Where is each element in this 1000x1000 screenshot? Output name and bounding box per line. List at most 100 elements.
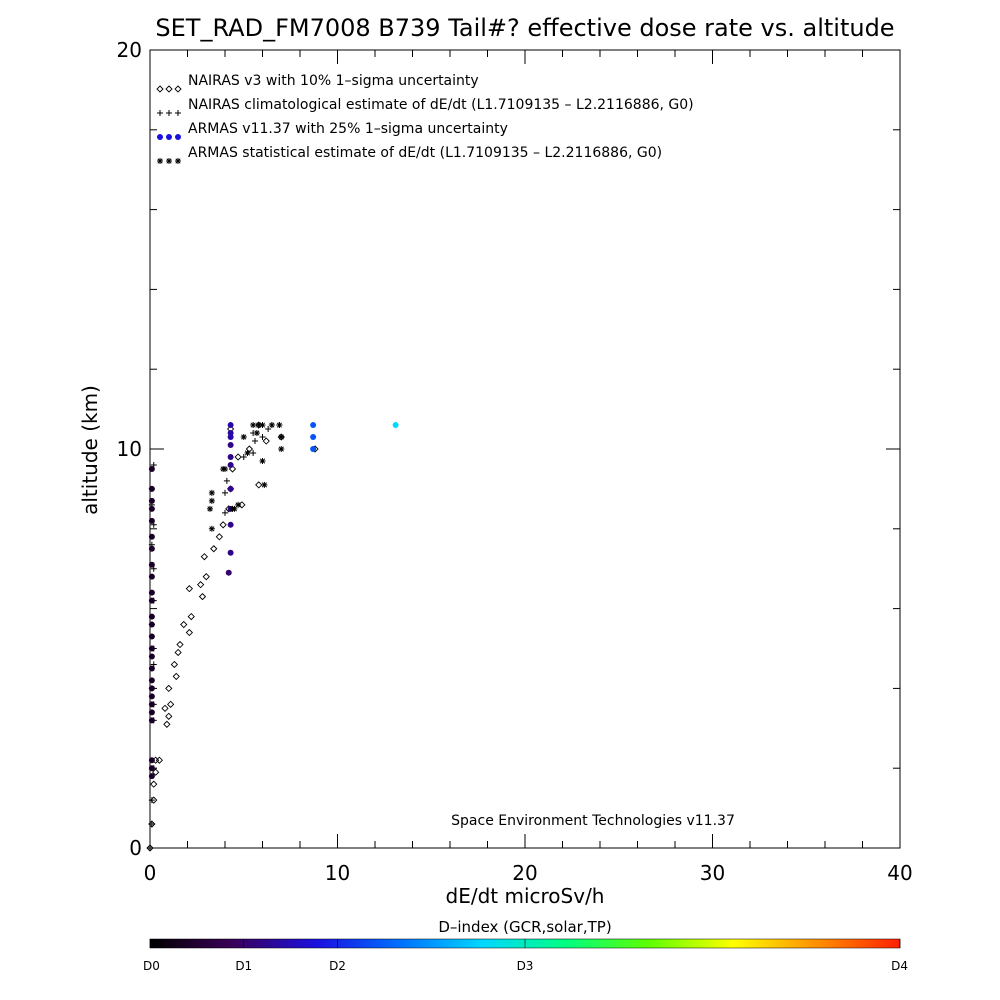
data-point-asterisk bbox=[261, 481, 268, 488]
data-point-circle bbox=[227, 453, 234, 460]
data-point-diamond bbox=[202, 573, 210, 581]
data-point-circle bbox=[225, 569, 232, 576]
data-point-diamond bbox=[245, 445, 254, 453]
legend-label: NAIRAS v3 with 10% 1–sigma uncertainty bbox=[188, 73, 479, 89]
data-point-circle bbox=[148, 533, 155, 540]
data-point-circle bbox=[148, 765, 155, 772]
data-point-circle bbox=[148, 665, 155, 672]
data-point-asterisk bbox=[253, 430, 260, 437]
legend-marker-diamond bbox=[156, 85, 164, 93]
legend-entry: NAIRAS climatological estimate of dE/dt … bbox=[157, 97, 694, 116]
data-point-circle bbox=[227, 485, 234, 492]
data-point-circle bbox=[227, 442, 234, 449]
data-point-asterisk bbox=[208, 525, 215, 532]
legend-entry: ARMAS statistical estimate of dE/dt (L1.… bbox=[157, 145, 662, 164]
legend-marker-circle bbox=[157, 134, 163, 140]
data-point-circle bbox=[227, 430, 234, 437]
data-point-plus bbox=[240, 453, 247, 460]
x-axis-title: dE/dt microSv/h bbox=[446, 884, 605, 908]
colorbar-label: D0 bbox=[143, 959, 160, 973]
plot-frame bbox=[149, 49, 901, 849]
data-point-asterisk bbox=[278, 434, 285, 441]
data-point-diamond bbox=[215, 533, 224, 541]
legend-label: ARMAS v11.37 with 25% 1–sigma uncertaint… bbox=[188, 121, 508, 137]
data-point-circle bbox=[148, 573, 155, 580]
legend-entry: ARMAS v11.37 with 25% 1–sigma uncertaint… bbox=[157, 121, 508, 140]
data-point-plus bbox=[148, 797, 155, 804]
x-tick-label: 40 bbox=[887, 861, 912, 885]
credit-text: Space Environment Technologies v11.37 bbox=[451, 813, 735, 829]
data-point-diamond bbox=[219, 521, 227, 529]
legend-marker-diamond bbox=[174, 85, 182, 93]
data-point-circle bbox=[148, 589, 155, 596]
data-point-diamond bbox=[174, 648, 182, 657]
data-point-diamond bbox=[185, 628, 194, 637]
data-point-asterisk bbox=[208, 489, 215, 496]
data-point-plus bbox=[252, 438, 258, 445]
data-point-circle bbox=[392, 422, 399, 429]
legend-marker-circle bbox=[175, 134, 181, 140]
y-tick-label: 20 bbox=[117, 38, 142, 62]
colorbar-label: D1 bbox=[235, 959, 252, 973]
data-point-circle bbox=[148, 505, 155, 512]
data-point-diamond bbox=[262, 437, 270, 445]
y-tick-labels: 0 10 20 bbox=[117, 38, 142, 860]
colorbar-label: D3 bbox=[517, 959, 534, 973]
data-point-asterisk bbox=[259, 457, 266, 464]
data-point-diamond bbox=[163, 720, 171, 728]
data-point-circle bbox=[148, 517, 155, 524]
data-point-asterisk bbox=[278, 446, 285, 452]
legend-marker-plus bbox=[175, 110, 181, 116]
data-point-circle bbox=[227, 461, 234, 468]
data-point-circle bbox=[227, 422, 234, 429]
data-point-plus bbox=[147, 845, 153, 851]
x-tick-label: 0 bbox=[144, 861, 157, 885]
data-point-asterisk bbox=[208, 497, 215, 504]
colorbar-label: D4 bbox=[891, 959, 908, 973]
data-point-diamond bbox=[185, 585, 194, 593]
colorbar-label: D2 bbox=[329, 959, 346, 973]
legend-marker-asterisk bbox=[166, 158, 172, 164]
plot-border bbox=[149, 49, 901, 849]
legend-label: NAIRAS climatological estimate of dE/dt … bbox=[188, 97, 694, 113]
data-point-diamond bbox=[165, 712, 173, 720]
data-point-circle bbox=[148, 561, 155, 568]
legend-entry: NAIRAS v3 with 10% 1–sigma uncertainty bbox=[156, 73, 479, 93]
data-point-plus bbox=[148, 821, 155, 828]
legend-marker-plus bbox=[157, 110, 163, 116]
data-point-diamond bbox=[238, 501, 246, 509]
data-point-circle bbox=[148, 677, 155, 684]
data-point-diamond bbox=[155, 756, 164, 764]
legend-marker-asterisk bbox=[157, 158, 163, 164]
y-tick-label: 10 bbox=[117, 437, 142, 461]
data-point-asterisk bbox=[268, 422, 275, 429]
legend-marker-circle bbox=[166, 134, 172, 140]
data-point-circle bbox=[148, 653, 155, 660]
data-point-diamond bbox=[234, 453, 242, 461]
data-point-diamond bbox=[170, 660, 179, 669]
data-point-diamond bbox=[196, 581, 205, 589]
data-point-diamond bbox=[255, 481, 263, 489]
data-point-circle bbox=[148, 621, 155, 628]
data-point-asterisk bbox=[229, 505, 236, 512]
y-axis-title: altitude (km) bbox=[78, 385, 102, 515]
data-point-diamond bbox=[180, 620, 188, 629]
data-point-asterisk bbox=[207, 505, 213, 512]
colorbar-labels: D0 D1 D2 D3 D4 bbox=[143, 939, 908, 973]
data-point-circle bbox=[148, 545, 155, 552]
chart-title: SET_RAD_FM7008 B739 Tail#? effective dos… bbox=[155, 14, 894, 42]
x-tick-labels: 0 10 20 30 40 bbox=[144, 861, 913, 885]
data-point-circle bbox=[148, 465, 155, 472]
data-point-asterisk bbox=[259, 422, 266, 429]
data-point-circle bbox=[148, 485, 155, 492]
data-point-plus bbox=[250, 449, 257, 456]
data-point-diamond bbox=[198, 592, 207, 601]
data-point-circle bbox=[148, 757, 155, 764]
data-point-asterisk bbox=[222, 465, 228, 472]
legend-label: ARMAS statistical estimate of dE/dt (L1.… bbox=[188, 145, 662, 161]
data-point-diamond bbox=[150, 780, 158, 788]
data-point-circle bbox=[148, 645, 155, 652]
data-point-plus bbox=[265, 426, 272, 433]
data-point-asterisk bbox=[255, 422, 262, 429]
